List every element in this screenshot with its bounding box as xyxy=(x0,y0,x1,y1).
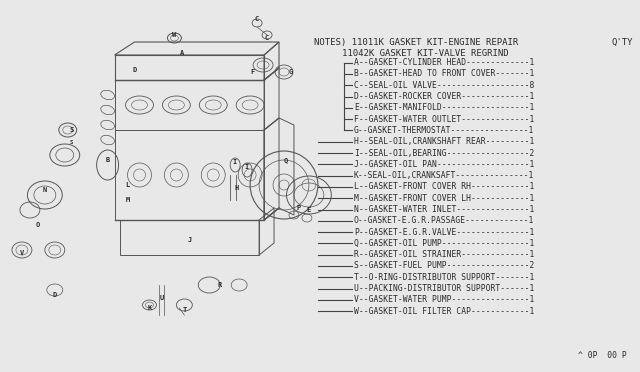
Text: G: G xyxy=(289,69,293,75)
Text: B--GASKET-HEAD TO FRONT COVER-------1: B--GASKET-HEAD TO FRONT COVER-------1 xyxy=(354,70,534,78)
Text: A--GASKET-CYLINDER HEAD-------------1: A--GASKET-CYLINDER HEAD-------------1 xyxy=(354,58,534,67)
Text: H--SEAL-OIL,CRANKSHAFT REAR---------1: H--SEAL-OIL,CRANKSHAFT REAR---------1 xyxy=(354,137,534,146)
Text: U--PACKING-DISTRIBUTOR SUPPORT------1: U--PACKING-DISTRIBUTOR SUPPORT------1 xyxy=(354,284,534,293)
Text: S--GASKET-FUEL PUMP-----------------2: S--GASKET-FUEL PUMP-----------------2 xyxy=(354,262,534,270)
Text: S: S xyxy=(70,140,74,144)
Text: T--O-RING-DISTRIBUTOR SUPPORT-------1: T--O-RING-DISTRIBUTOR SUPPORT-------1 xyxy=(354,273,534,282)
Text: K--SEAL-OIL,CRANKSAFT---------------1: K--SEAL-OIL,CRANKSAFT---------------1 xyxy=(354,171,534,180)
Text: R--GASKET-OIL STRAINER--------------1: R--GASKET-OIL STRAINER--------------1 xyxy=(354,250,534,259)
Text: M--GASKET-FRONT COVER LH------------1: M--GASKET-FRONT COVER LH------------1 xyxy=(354,194,534,203)
Text: V: V xyxy=(20,250,24,256)
Text: I: I xyxy=(244,164,248,170)
Text: C: C xyxy=(255,16,259,22)
Text: Q'TY: Q'TY xyxy=(611,38,633,47)
Text: I--SEAL-OIL,BEARING-----------------2: I--SEAL-OIL,BEARING-----------------2 xyxy=(354,148,534,157)
Text: E--GASKET-MANIFOLD------------------1: E--GASKET-MANIFOLD------------------1 xyxy=(354,103,534,112)
Text: E: E xyxy=(307,207,311,213)
Text: D: D xyxy=(52,292,57,298)
Text: 11042K GASKET KIT-VALVE REGRIND: 11042K GASKET KIT-VALVE REGRIND xyxy=(342,49,508,58)
Text: J: J xyxy=(188,237,191,243)
Text: N: N xyxy=(43,187,47,193)
Text: W--GASKET-OIL FILTER CAP------------1: W--GASKET-OIL FILTER CAP------------1 xyxy=(354,307,534,316)
Text: G--GASKET-THERMOSTAT----------------1: G--GASKET-THERMOSTAT----------------1 xyxy=(354,126,534,135)
Text: ^ 0P  00 P: ^ 0P 00 P xyxy=(578,351,627,360)
Text: J--GASKET-OIL PAN-------------------1: J--GASKET-OIL PAN-------------------1 xyxy=(354,160,534,169)
Text: H: H xyxy=(234,185,238,191)
Text: R: R xyxy=(217,282,221,288)
Text: N--GASKET-WATER INLET---------------1: N--GASKET-WATER INLET---------------1 xyxy=(354,205,534,214)
Text: Q: Q xyxy=(284,157,288,163)
Text: D: D xyxy=(132,67,137,73)
Text: O: O xyxy=(36,222,40,228)
Text: W: W xyxy=(172,32,177,38)
Text: S: S xyxy=(70,127,74,133)
Text: F--GASKET-WATER OUTLET--------------1: F--GASKET-WATER OUTLET--------------1 xyxy=(354,115,534,124)
Text: T: T xyxy=(182,307,186,313)
Text: U: U xyxy=(159,295,164,301)
Text: A: A xyxy=(180,50,184,56)
Text: C: C xyxy=(265,35,269,41)
Text: NOTES) 11011K GASKET KIT-ENGINE REPAIR: NOTES) 11011K GASKET KIT-ENGINE REPAIR xyxy=(314,38,518,47)
Text: P--GASKET-E.G.R.VALVE---------------1: P--GASKET-E.G.R.VALVE---------------1 xyxy=(354,228,534,237)
Text: D--GASKET-ROCKER COVER--------------1: D--GASKET-ROCKER COVER--------------1 xyxy=(354,92,534,101)
Text: L: L xyxy=(125,182,130,188)
Text: V--GASKET-WATER PUMP----------------1: V--GASKET-WATER PUMP----------------1 xyxy=(354,295,534,304)
Text: I: I xyxy=(232,159,236,165)
Text: L--GASKET-FRONT COVER RH------------1: L--GASKET-FRONT COVER RH------------1 xyxy=(354,182,534,192)
Text: C--SEAL-OIL VALVE-------------------8: C--SEAL-OIL VALVE-------------------8 xyxy=(354,81,534,90)
Text: K: K xyxy=(147,305,152,311)
Text: O--GASKET-E.G.R.PASSAGE-------------1: O--GASKET-E.G.R.PASSAGE-------------1 xyxy=(354,216,534,225)
Text: F: F xyxy=(250,69,254,75)
Text: B: B xyxy=(106,157,109,163)
Text: Q--GASKET-OIL PUMP------------------1: Q--GASKET-OIL PUMP------------------1 xyxy=(354,239,534,248)
Text: P: P xyxy=(297,205,301,211)
Text: M: M xyxy=(125,197,130,203)
